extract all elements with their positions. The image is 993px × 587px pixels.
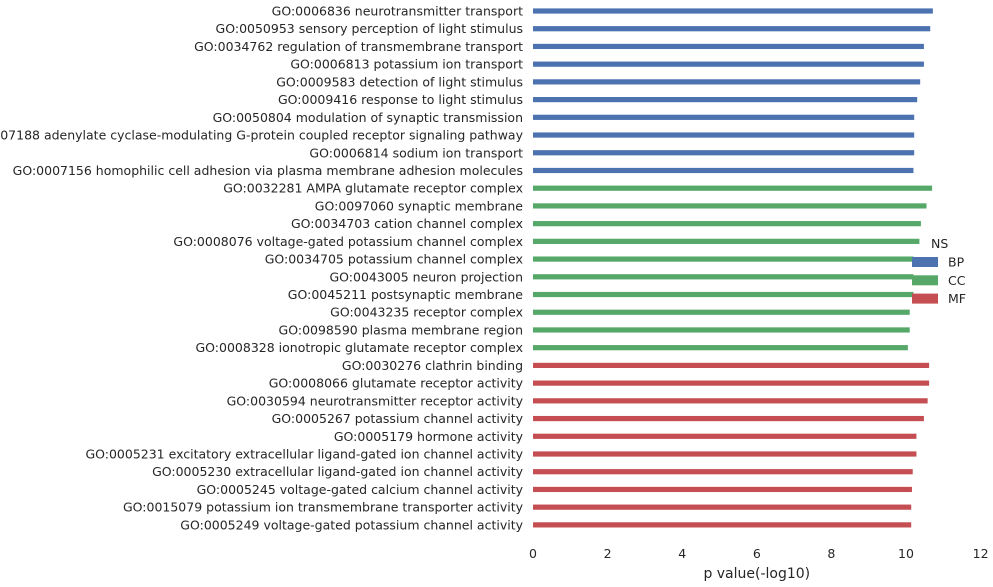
category-label: GO:0030594 neurotransmitter receptor act… — [227, 393, 524, 408]
bar-8 — [533, 132, 915, 138]
legend-label-cc: CC — [948, 273, 966, 288]
bar-22 — [533, 380, 930, 386]
x-tick-label: 0 — [529, 546, 537, 561]
category-label: GO:0030276 clathrin binding — [342, 358, 523, 373]
bar-13 — [533, 221, 921, 227]
bar-9 — [533, 150, 915, 156]
category-label: GO:0050953 sensory perception of light s… — [216, 21, 523, 36]
x-tick-label: 10 — [898, 546, 914, 561]
bar-19 — [533, 327, 910, 333]
category-label: GO:0005249 voltage-gated potassium chann… — [180, 517, 523, 532]
bar-24 — [533, 415, 924, 422]
bar-25 — [533, 433, 917, 439]
bar-14 — [533, 238, 920, 244]
category-label: GO:0050804 modulation of synaptic transm… — [213, 110, 523, 125]
bar-3 — [533, 43, 924, 50]
category-label: GO:0034703 cation channel complex — [291, 216, 523, 231]
legend-items: BP CC MF — [912, 255, 966, 306]
x-tick-label: 4 — [678, 546, 686, 561]
category-label: GO:0006836 neurotransmitter transport — [272, 4, 523, 19]
x-tick-label: 8 — [827, 546, 835, 561]
category-label: GO:0008076 voltage-gated potassium chann… — [173, 234, 523, 249]
bar-30 — [533, 522, 912, 528]
category-label: GO:0005179 hormone activity — [334, 429, 524, 444]
bar-11 — [533, 185, 933, 191]
x-tick-label: 12 — [973, 546, 989, 561]
bar-18 — [533, 309, 910, 315]
category-label: GO:0006814 sodium ion transport — [309, 145, 523, 160]
category-label: GO:0008066 glutamate receptor activity — [269, 376, 524, 391]
bar-21 — [533, 362, 930, 368]
category-label: GO:0007188 adenylate cyclase-modulating … — [0, 128, 524, 143]
bar-23 — [533, 398, 928, 404]
bars-layer — [533, 8, 933, 528]
x-axis-title: p value(-log10) — [703, 566, 810, 582]
bar-7 — [533, 114, 915, 120]
category-label: GO:0009416 response to light stimulus — [278, 92, 523, 107]
category-label: GO:0097060 synaptic membrane — [315, 198, 524, 213]
bar-1 — [533, 8, 933, 14]
category-label: GO:0034705 potassium channel complex — [265, 252, 523, 267]
x-axis-ticks: 0 2 4 6 8 10 12 — [529, 546, 989, 561]
bar-4 — [533, 61, 924, 67]
category-label: GO:0005267 potassium channel activity — [272, 411, 524, 426]
bar-16 — [533, 274, 914, 280]
bar-5 — [533, 79, 921, 85]
x-tick-label: 2 — [604, 546, 612, 561]
category-label: GO:0009583 detection of light stimulus — [276, 74, 523, 89]
bar-12 — [533, 203, 927, 209]
bar-28 — [533, 486, 912, 493]
category-label: GO:0005231 excitatory extracellular liga… — [85, 447, 523, 462]
category-label: GO:0008328 ionotropic glutamate receptor… — [196, 340, 524, 355]
legend-title: NS — [931, 236, 948, 251]
bar-10 — [533, 167, 914, 174]
bar-6 — [533, 97, 918, 103]
legend-swatch-mf — [912, 293, 938, 304]
x-tick-label: 6 — [753, 546, 761, 561]
category-label: GO:0098590 plasma membrane region — [279, 322, 523, 337]
category-label: GO:0006813 potassium ion transport — [290, 57, 523, 72]
category-label: GO:0005245 voltage-gated calcium channel… — [197, 482, 524, 497]
bar-27 — [533, 469, 913, 475]
category-label: GO:0007156 homophilic cell adhesion via … — [13, 163, 523, 178]
bar-26 — [533, 451, 917, 457]
category-label: GO:0034762 regulation of transmembrane t… — [194, 39, 523, 54]
bar-2 — [533, 26, 931, 32]
category-label: GO:0005230 extracellular ligand-gated io… — [152, 464, 524, 479]
category-label: GO:0045211 postsynaptic membrane — [288, 287, 524, 302]
category-label: GO:0015079 potassium ion transmembrane t… — [123, 500, 524, 515]
bar-17 — [533, 291, 914, 298]
bar-29 — [533, 504, 912, 510]
bar-15 — [533, 256, 914, 262]
bar-20 — [533, 345, 908, 351]
category-label: GO:0032281 AMPA glutamate receptor compl… — [223, 181, 523, 196]
legend-swatch-bp — [912, 257, 938, 267]
category-labels: GO:0006836 neurotransmitter transport GO:… — [0, 4, 524, 533]
legend-label-mf: MF — [948, 291, 966, 306]
legend-swatch-cc — [912, 275, 938, 286]
legend-label-bp: BP — [948, 255, 965, 270]
category-label: GO:0043005 neuron projection — [329, 269, 523, 284]
category-label: GO:0043235 receptor complex — [330, 305, 523, 320]
legend: NS BP CC MF — [912, 236, 966, 306]
